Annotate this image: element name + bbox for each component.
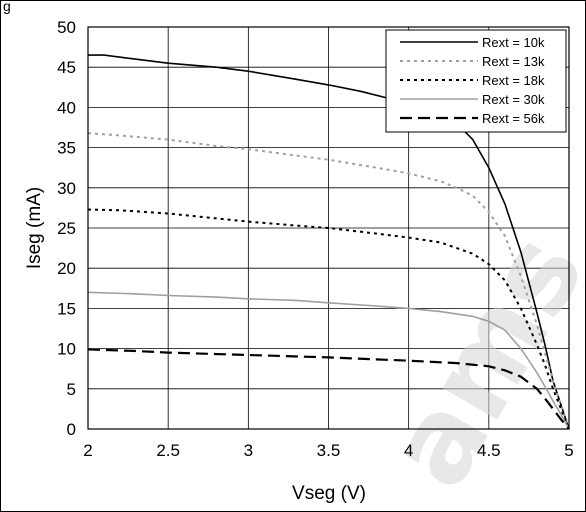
x-tick-label-0: 2 (83, 441, 92, 460)
x-tick-labels: 2 2.5 3 3.5 4 4.5 5 (83, 441, 573, 460)
x-tick-label-3: 3.5 (317, 441, 341, 460)
plot-area-border (87, 26, 570, 430)
legend-label-4: Rext = 56k (482, 111, 545, 126)
y-tick-label-2: 10 (57, 340, 76, 359)
legend-label-2: Rext = 18k (482, 73, 545, 88)
legend-label-0: Rext = 10k (482, 35, 545, 50)
x-axis-title: Vseg (V) (292, 483, 366, 504)
y-tick-label-5: 25 (57, 219, 76, 238)
x-tick-label-1: 2.5 (156, 441, 180, 460)
y-tick-labels: 0 5 10 15 20 25 30 35 40 45 50 (57, 18, 76, 439)
series-line-1 (87, 132, 570, 430)
figure-label: g (3, 0, 11, 14)
x-tick-label-6: 5 (564, 441, 573, 460)
x-tick-label-2: 3 (244, 441, 253, 460)
y-tick-label-0: 0 (67, 420, 76, 439)
y-axis-title: Iseg (mA) (24, 187, 45, 269)
y-tick-label-9: 45 (57, 58, 76, 77)
x-tick-label-5: 4.5 (477, 441, 501, 460)
series-line-2 (87, 208, 570, 430)
legend-label-3: Rext = 30k (482, 92, 545, 107)
legend-label-1: Rext = 13k (482, 54, 545, 69)
y-tick-label-6: 30 (57, 179, 76, 198)
legend: Rext = 10k Rext = 13k Rext = 18k Rext = 30k… (385, 29, 567, 133)
y-tick-label-3: 15 (57, 299, 76, 318)
y-tick-label-1: 5 (67, 380, 76, 399)
x-tick-label-4: 4 (404, 441, 413, 460)
series-layer (87, 54, 570, 430)
y-tick-label-4: 20 (57, 259, 76, 278)
series-line-3 (87, 291, 570, 430)
y-tick-label-7: 35 (57, 139, 76, 158)
y-tick-label-10: 50 (57, 18, 76, 37)
y-tick-label-8: 40 (57, 98, 76, 117)
series-line-4 (87, 348, 570, 430)
